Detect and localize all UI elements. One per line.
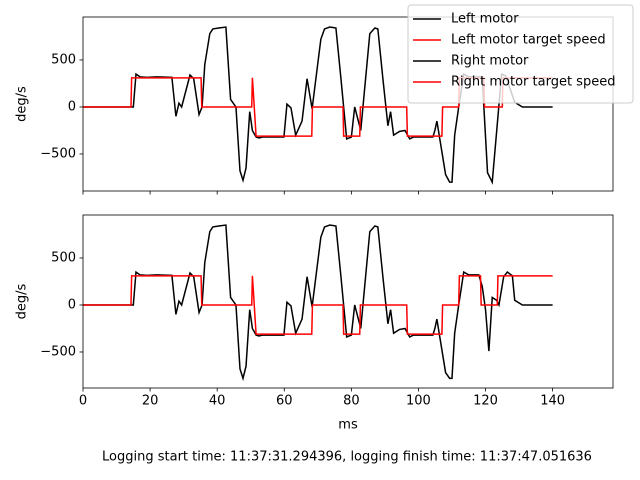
legend-box [407,4,634,104]
x-tick-label: 40 [209,394,226,409]
y-axis-label: deg/s [15,283,30,319]
x-tick-label: 120 [473,394,498,409]
x-axis-label: ms [338,418,358,433]
y-axis-label: deg/s [15,86,30,122]
y-tick-label: 500 [51,52,76,67]
x-tick-label: 20 [142,394,159,409]
legend-label: Right motor target speed [451,75,615,90]
y-tick-label: 0 [68,297,76,312]
legend-label: Left motor target speed [451,33,606,48]
x-tick-label: 60 [276,394,293,409]
x-tick-label: 80 [343,394,360,409]
legend-label: Right motor [451,54,529,69]
y-tick-label: 0 [68,99,76,114]
axes-frame [82,16,614,192]
axes-frame [82,214,614,389]
y-tick-label: −500 [40,344,76,359]
x-tick-label: 0 [79,394,87,409]
y-tick-label: −500 [40,146,76,161]
footer: Logging start time: 11:37:31.294396, log… [102,450,592,465]
x-tick-label: 140 [540,394,565,409]
x-tick-label: 100 [406,394,431,409]
line-series [83,26,553,185]
legend-label: Left motor [451,12,519,27]
line-series [83,275,553,335]
y-tick-label: 500 [51,250,76,265]
